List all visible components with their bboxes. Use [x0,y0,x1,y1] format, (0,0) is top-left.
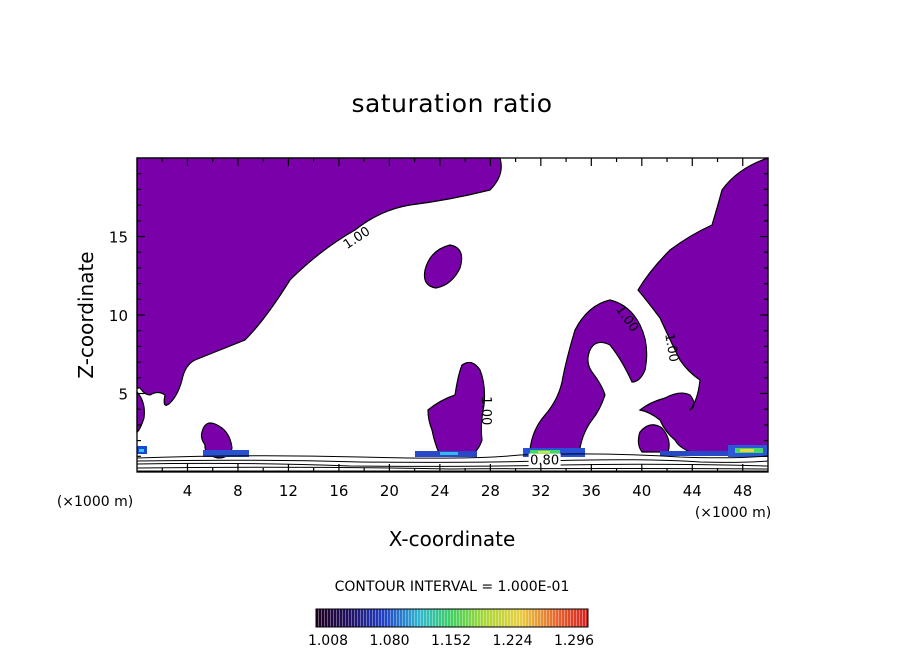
contour-label-2: 1.00 [661,332,681,363]
x-tick-label-9: 40 [632,482,651,500]
x-tick-label-4: 20 [380,482,399,500]
fill-region-right-lobe [637,424,670,453]
chart-title: saturation ratio [351,89,552,118]
y-tick-labels: 5 10 15 [109,229,128,404]
band-x32-hot [538,451,550,453]
x-tick-label-10: 44 [683,482,702,500]
contour-label-3: 1.00 [478,396,493,425]
colorbar-label-3: 1.224 [492,633,532,649]
x-tick-label-7: 32 [531,482,550,500]
contour-label-group-3: 1.00 [478,396,493,425]
plot-area: 1.001.001.001.000.80 [136,157,769,473]
band-left-center [139,449,144,452]
x-tick-labels: 4 8 12 16 20 24 28 32 36 40 44 48 [183,482,753,500]
x-tick-label-8: 36 [582,482,601,500]
colorbar-frame [315,608,589,628]
x-tick-label-2: 12 [279,482,298,500]
y-axis-title: Z-coordinate [74,251,98,378]
band-right-hot [740,449,754,452]
colorbar-stripes [316,609,588,627]
colorbar-label-4: 1.296 [554,633,594,649]
surface-contour-5 [136,470,769,472]
y-tick-label-0: 5 [118,386,128,404]
fill-region-arch [529,299,648,457]
x-tick-label-1: 8 [233,482,243,500]
x-tick-label-3: 16 [329,482,348,500]
surface-contour-1 [136,453,769,459]
y-tick-label-2: 15 [109,229,128,247]
contour-label-4: 0.80 [530,454,559,469]
colorbar-labels: 1.008 1.080 1.152 1.224 1.296 [308,633,594,649]
x-tick-label-6: 28 [481,482,500,500]
surface-contour-2 [136,459,769,463]
fill-region-right [637,157,769,456]
band-x24-center [440,452,458,455]
band-x6 [203,450,249,457]
contour-label-group-2: 1.00 [661,332,681,363]
tick-marks [137,158,768,472]
contour-label-group-4: 0.80 [528,453,561,469]
colorbar-label-2: 1.152 [431,633,471,649]
y-tick-label-1: 10 [109,307,128,325]
x-unit-label-left: (×1000 m) [57,494,133,510]
band-x44 [660,451,730,456]
colorbar-label-0: 1.008 [308,633,348,649]
x-axis-title: X-coordinate [389,527,516,551]
contour-labels: 1.001.001.001.000.80 [341,224,681,469]
colorbar-label-1: 1.080 [369,633,409,649]
x-unit-label-right: (×1000 m) [695,505,771,521]
surface-contour-3 [136,462,769,467]
x-tick-label-11: 48 [733,482,752,500]
x-tick-label-0: 4 [183,482,193,500]
fill-region-tower-26 [427,361,486,456]
contour-label-bg-4 [528,453,561,467]
x-tick-label-5: 24 [430,482,449,500]
fill-region-blob [423,244,463,289]
fill-region-upper-left [136,157,502,406]
contour-interval-label: CONTOUR INTERVAL = 1.000E-01 [335,579,570,595]
fill-regions [136,157,769,459]
colorbar: 1.008 1.080 1.152 1.224 1.296 [308,608,594,649]
fill-region-left-edge [136,390,145,434]
hot-bands [137,445,768,457]
